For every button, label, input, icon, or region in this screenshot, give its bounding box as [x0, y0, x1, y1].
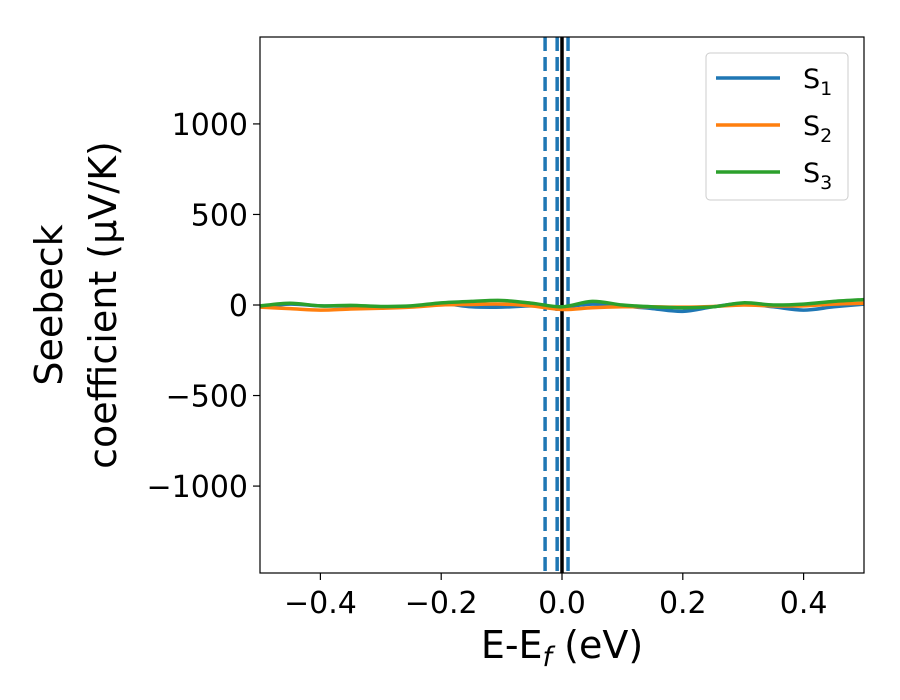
y-axis-label-line2: coefficient (μV/K): [81, 141, 125, 469]
x-tick-label: 0.2: [659, 586, 707, 621]
y-tick-label: 0: [229, 289, 248, 324]
x-axis-label-unit: (eV): [552, 623, 643, 667]
series-line-s3: [259, 297, 865, 310]
y-tick-label: −1000: [147, 470, 248, 505]
x-tick-label: 0.0: [538, 586, 586, 621]
axis-ticks: −0.4 −0.2 0.0 0.2 0.4 −1000 −500 0 500 1000: [147, 108, 828, 621]
legend-label-s2: S2: [803, 111, 832, 147]
y-tick-label: −500: [166, 380, 248, 415]
y-tick-label: 500: [191, 198, 248, 233]
x-tick-label: −0.2: [405, 586, 478, 621]
x-tick-label: 0.4: [780, 586, 828, 621]
x-tick-label: −0.4: [284, 586, 357, 621]
y-axis-label-line1: Seebeck: [27, 224, 71, 385]
legend-label-s3: S3: [803, 158, 832, 194]
series-lines: [259, 297, 865, 314]
x-axis-label: E-Ef (eV): [481, 623, 643, 673]
y-tick-label: 1000: [172, 108, 248, 143]
plot-frame: [259, 36, 865, 574]
y-axis-label: Seebeck coefficient (μV/K): [27, 141, 125, 469]
legend: S1 S2 S3: [705, 52, 849, 201]
legend-label-s1: S1: [803, 64, 832, 100]
x-axis-label-main: E-E: [481, 623, 543, 667]
